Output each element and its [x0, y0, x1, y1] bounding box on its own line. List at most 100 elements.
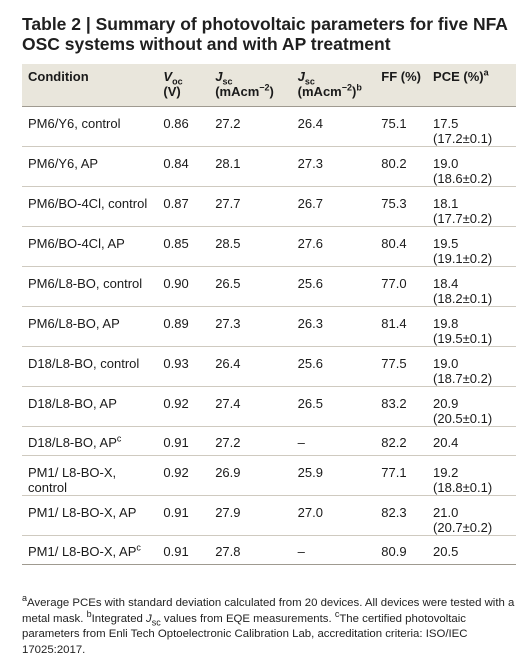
jsc-eqe-value: 27.6 — [297, 236, 323, 251]
jsc-value: 28.5 — [215, 236, 241, 251]
footnote-a-text: Average PCEs with standard deviation cal… — [22, 597, 515, 625]
cell-pce: 21.0 (20.7±0.2) — [427, 495, 516, 536]
footnote-b-symbol: J — [146, 612, 152, 625]
condition-text: D18/L8-BO, AP — [28, 396, 117, 411]
cell-voc: 0.87 — [157, 186, 210, 227]
cell-ff: 75.1 — [375, 106, 428, 147]
pce-value: 20.5 — [433, 544, 459, 559]
cell-condition: D18/L8-BO, AP — [22, 386, 158, 427]
cell-voc: 0.85 — [157, 226, 210, 267]
header-ff: FF (%) — [375, 64, 427, 107]
voc-value: 0.87 — [163, 196, 189, 211]
condition-text: PM6/L8-BO, AP — [28, 316, 120, 331]
header-jsc-subscript: sc — [222, 76, 233, 87]
header-ff-label: FF (%) — [381, 69, 421, 84]
cell-condition: PM1/ L8-BO-X, AP — [22, 495, 158, 536]
cell-jsc: 26.5 — [209, 266, 292, 307]
cell-condition: D18/L8-BO, APc — [22, 426, 158, 456]
condition-text: PM6/L8-BO, control — [28, 276, 143, 291]
photovoltaic-parameters-table: Condition Voc (V) Jsc (mAcm−2) Jsc (mAcm… — [22, 64, 516, 565]
table-row: D18/L8-BO, AP 0.92 27.4 26.5 83.2 20.9 (20.5±0… — [22, 386, 516, 427]
cell-jsc-eqe: 26.4 — [291, 106, 376, 147]
footnote-b-text-post: values from EQE measurements. — [160, 612, 335, 625]
header-voc-symbol: V — [163, 69, 173, 84]
cell-ff: 81.4 — [375, 306, 428, 347]
jsc-value: 26.9 — [215, 465, 241, 480]
cell-voc: 0.91 — [157, 535, 210, 565]
ff-value: 80.4 — [381, 236, 407, 251]
condition-text: PM6/BO-4Cl, control — [28, 196, 148, 211]
pce-average-value: (19.1±0.2) — [433, 251, 493, 266]
table-title: Table 2 | Summary of photovoltaic parame… — [22, 14, 508, 54]
voc-value: 0.89 — [163, 316, 189, 331]
footnote-a-mark: a — [22, 593, 28, 604]
cell-jsc: 27.7 — [209, 186, 292, 227]
condition-text: D18/L8-BO, AP — [28, 435, 117, 450]
cell-ff: 77.0 — [375, 266, 428, 307]
table-row: PM6/L8-BO, control 0.90 26.5 25.6 77.0 18.4 (1… — [22, 266, 516, 307]
cell-voc: 0.91 — [157, 495, 210, 536]
cell-jsc: 27.8 — [209, 535, 292, 565]
jsc-eqe-value: 26.3 — [297, 316, 323, 331]
jsc-value: 27.8 — [215, 544, 241, 559]
ff-value: 80.2 — [381, 156, 407, 171]
table-row: D18/L8-BO, control 0.93 26.4 25.6 77.5 19.0 (1… — [22, 346, 516, 387]
cell-jsc-eqe: 25.6 — [291, 266, 376, 307]
cell-ff: 80.4 — [375, 226, 428, 267]
jsc-eqe-value: 25.6 — [297, 276, 323, 291]
condition-text-line2: control — [28, 480, 68, 495]
condition-text: PM6/Y6, control — [28, 116, 121, 131]
footnote-b-text-pre: Integrated — [91, 612, 147, 625]
pce-average-value: (18.7±0.2) — [433, 371, 493, 386]
pce-value: 19.0 — [433, 356, 459, 371]
jsc-eqe-value: 26.5 — [297, 396, 323, 411]
cell-voc: 0.91 — [157, 426, 210, 456]
header-jsc-unit-close: ) — [269, 84, 274, 99]
cell-jsc-eqe: 26.7 — [291, 186, 376, 227]
cell-condition: PM6/Y6, control — [22, 106, 158, 147]
table-row: PM6/BO-4Cl, control 0.87 27.7 26.7 75.3 18.1(… — [22, 186, 516, 227]
pce-average-value: (17.7±0.2) — [433, 211, 493, 226]
pce-average-value: (18.6±0.2) — [433, 171, 493, 186]
cell-jsc: 26.9 — [209, 455, 292, 496]
header-jsc-unit-exponent: −2 — [259, 82, 270, 93]
condition-text: PM1/ L8-BO-X, AP — [28, 544, 137, 559]
cell-condition: PM6/L8-BO, AP — [22, 306, 158, 347]
header-condition: Condition — [22, 64, 157, 107]
pce-average-value: (18.2±0.1) — [433, 291, 493, 306]
cell-pce: 18.1 (17.7±0.2) — [427, 186, 516, 227]
table-body: PM6/Y6, control 0.86 27.2 26.4 75.1 17.5 (17.2… — [22, 106, 516, 565]
cell-pce: 19.0 (18.6±0.2) — [427, 146, 516, 187]
header-voc: Voc (V) — [157, 64, 209, 107]
voc-value: 0.93 — [163, 356, 189, 371]
cell-ff: 80.2 — [375, 146, 428, 187]
jsc-value: 27.2 — [215, 435, 241, 450]
cell-ff: 82.2 — [375, 426, 428, 456]
header-pce: PCE (%)a — [427, 64, 516, 107]
cell-voc: 0.86 — [157, 106, 210, 147]
header-voc-unit: (V) — [163, 84, 181, 99]
cell-condition: PM6/L8-BO, control — [22, 266, 158, 307]
table-row: PM6/L8-BO, AP 0.89 27.3 26.3 81.4 19.8 (19.5±0… — [22, 306, 516, 347]
pce-value: 19.2 — [433, 465, 459, 480]
pce-average-value: (17.2±0.1) — [433, 131, 493, 146]
footnote-b-mark: b — [86, 608, 92, 619]
jsc-value: 26.4 — [215, 356, 241, 371]
ff-value: 75.1 — [381, 116, 407, 131]
pce-average-value: (20.5±0.1) — [433, 411, 493, 426]
jsc-value: 27.7 — [215, 196, 241, 211]
jsc-value: 27.3 — [215, 316, 241, 331]
cell-ff: 80.9 — [375, 535, 428, 565]
jsc-eqe-value: 26.7 — [297, 196, 323, 211]
header-pce-label: PCE (%) — [433, 69, 484, 84]
cell-jsc-eqe: – — [291, 535, 376, 565]
cell-jsc: 28.1 — [209, 146, 292, 187]
condition-text: PM6/Y6, AP — [28, 156, 99, 171]
jsc-value: 26.5 — [215, 276, 241, 291]
jsc-eqe-value: 27.3 — [297, 156, 323, 171]
jsc-eqe-value: 27.0 — [297, 505, 323, 520]
jsc-value: 28.1 — [215, 156, 241, 171]
header-jsc-eqe-symbol: J — [297, 69, 305, 84]
jsc-eqe-value: 25.9 — [297, 465, 323, 480]
voc-value: 0.91 — [163, 505, 189, 520]
